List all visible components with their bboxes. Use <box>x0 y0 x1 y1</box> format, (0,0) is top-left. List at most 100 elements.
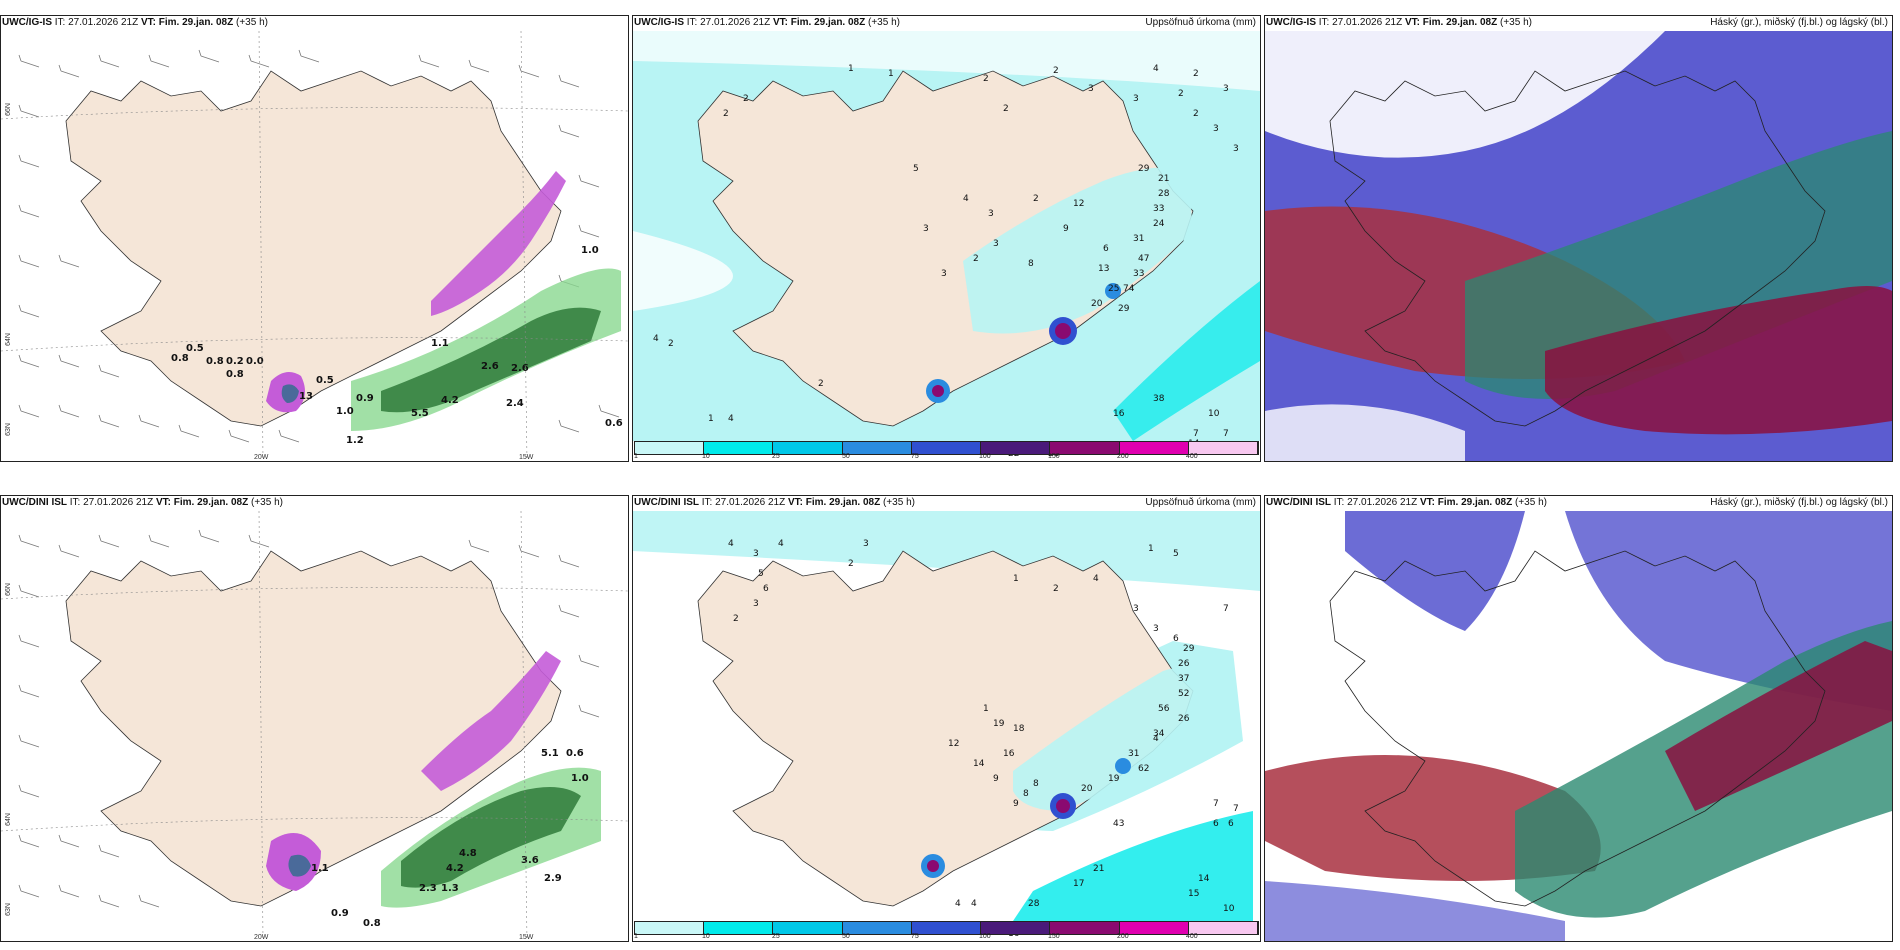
value-label: 4.2 <box>441 395 459 406</box>
it-label: IT: <box>1318 17 1330 28</box>
precip-value: 3 <box>1153 624 1159 634</box>
legend-label: 25 <box>772 453 780 460</box>
legend-label: 200 <box>1117 933 1129 940</box>
precip-value: 1 <box>1148 544 1154 554</box>
precip-value: 4 <box>955 899 961 909</box>
legend-label: 100 <box>979 933 991 940</box>
legend-label: 150 <box>1048 933 1060 940</box>
legend-swatch <box>1119 442 1189 454</box>
precip-value: 9 <box>1063 224 1069 234</box>
precip-value: 3 <box>993 239 999 249</box>
it-time: 27.01.2026 21Z <box>700 17 771 28</box>
legend-label: 150 <box>1048 453 1060 460</box>
value-label: 0.6 <box>566 748 584 759</box>
precip-value: 4 <box>1153 734 1159 744</box>
precip-value: 7 <box>1213 799 1219 809</box>
vt-time: Fim. 29.jan. 08Z <box>173 497 249 508</box>
panel-header: UWC/DINI ISL IT: 27.01.2026 21Z VT: Fim.… <box>1 496 628 510</box>
precip-value: 2 <box>848 559 854 569</box>
precip-value: 3 <box>863 539 869 549</box>
value-label: 4.8 <box>459 848 477 859</box>
precip-value: 7 <box>1223 604 1229 614</box>
panel-header: UWC/DINI ISL IT: 27.01.2026 21Z VT: Fim.… <box>1265 496 1892 510</box>
lon-tick: 20W <box>254 934 269 941</box>
legend-label: 10 <box>702 453 710 460</box>
vt-time: Fim. 29.jan. 08Z <box>805 497 881 508</box>
value-label: 1.0 <box>581 245 599 256</box>
precip-value: 5 <box>758 569 764 579</box>
field-title: Háský (gr.), miðský (fj.bl.) og lágský (… <box>1710 497 1888 508</box>
value-label: 0.8 <box>363 918 381 929</box>
precip-value: 3 <box>1088 84 1094 94</box>
precip-value: 4 <box>728 539 734 549</box>
legend-swatch <box>635 922 705 934</box>
panel-bottom-cloud: UWC/DINI ISL IT: 27.01.2026 21Z VT: Fim.… <box>1264 495 1893 942</box>
it-time: 27.01.2026 21Z <box>68 17 139 28</box>
value-label: 0.8 <box>171 353 189 364</box>
precip-value: 2 <box>983 74 989 84</box>
precip-value: 21 <box>1093 864 1104 874</box>
it-label: IT: <box>1333 497 1345 508</box>
legend-label: 400 <box>1186 453 1198 460</box>
value-label: 0.2 <box>226 356 244 367</box>
precip-value: 19 <box>1108 774 1120 784</box>
model-name: UWC/IG-IS <box>1266 17 1316 28</box>
precip-legend: 1 10 25 50 75 100 150 200 400 <box>633 921 1260 941</box>
precip-value: 3 <box>941 269 947 279</box>
value-label: 2.3 <box>419 883 437 894</box>
value-label: 0.5 <box>186 343 204 354</box>
vt-label: VT: <box>1419 497 1435 508</box>
legend-swatch <box>1188 922 1258 934</box>
precip-value: 56 <box>1158 704 1170 714</box>
precip-value: 2 <box>1178 89 1184 99</box>
precip-value: 5 <box>1173 549 1179 559</box>
panel-header: UWC/IG-IS IT: 27.01.2026 21Z VT: Fim. 29… <box>1 16 628 30</box>
panel-header: UWC/DINI ISL IT: 27.01.2026 21Z VT: Fim.… <box>633 496 1260 510</box>
precip-value: 1 <box>888 69 894 79</box>
vt-label: VT: <box>140 17 156 28</box>
precip-value: 29 <box>1118 304 1130 314</box>
precip-value: 8 <box>1028 259 1034 269</box>
legend-swatch <box>911 922 982 934</box>
precip-value: 3 <box>1233 144 1239 154</box>
legend-label: 50 <box>842 933 850 940</box>
precip-value: 38 <box>1153 394 1165 404</box>
value-label: 1.1 <box>311 863 329 874</box>
model-name: UWC/DINI ISL <box>634 497 699 508</box>
precip-value: 2 <box>723 109 729 119</box>
value-label: 0.8 <box>226 369 244 380</box>
lead-time: (+35 h) <box>868 17 900 28</box>
map-precip-top: 1 1 2 2 3 2 2 2 4 2 2 3 3 3 2 3 5 4 3 29 21 28 33 24 31 47 33 74 29 1… <box>633 31 1260 461</box>
precip-value: 15 <box>1188 889 1199 899</box>
precip-value: 31 <box>1128 749 1139 759</box>
precip-value: 20 <box>1091 299 1103 309</box>
lon-tick: 15W <box>519 934 534 941</box>
legend-swatch <box>1050 922 1120 934</box>
vt-label: VT: <box>1404 17 1420 28</box>
value-label: 3.6 <box>521 855 539 866</box>
legend-label: 75 <box>911 933 919 940</box>
precip-value: 9 <box>993 774 999 784</box>
value-label: 5.5 <box>411 408 429 419</box>
legend-label: 400 <box>1186 933 1198 940</box>
value-label: 2.4 <box>506 398 524 409</box>
model-name: UWC/IG-IS <box>634 17 684 28</box>
it-label: IT: <box>686 17 698 28</box>
panel-header: UWC/IG-IS IT: 27.01.2026 21Z VT: Fim. 29… <box>633 16 1260 30</box>
precip-value: 3 <box>988 209 994 219</box>
vt-time: Fim. 29.jan. 08Z <box>1422 17 1498 28</box>
precip-value: 28 <box>1158 189 1170 199</box>
precip-value: 62 <box>1138 764 1149 774</box>
legend-swatch <box>704 442 774 454</box>
panel-bottom-precip: UWC/DINI ISL IT: 27.01.2026 21Z VT: Fim.… <box>632 495 1261 942</box>
precip-value: 4 <box>653 334 659 344</box>
legend-swatch <box>911 442 982 454</box>
map-wind-top: 0.8 0.5 0.8 0.2 0.0 0.8 5.5 4.2 2.6 2.4 … <box>1 31 628 461</box>
model-name: UWC/IG-IS <box>2 17 52 28</box>
legend-label: 200 <box>1117 453 1129 460</box>
precip-value: 37 <box>1178 674 1189 684</box>
precip-value: 3 <box>1133 94 1139 104</box>
value-label: 0.5 <box>316 375 334 386</box>
lat-tick: 64N <box>4 333 12 346</box>
precip-value: 14 <box>1198 874 1210 884</box>
